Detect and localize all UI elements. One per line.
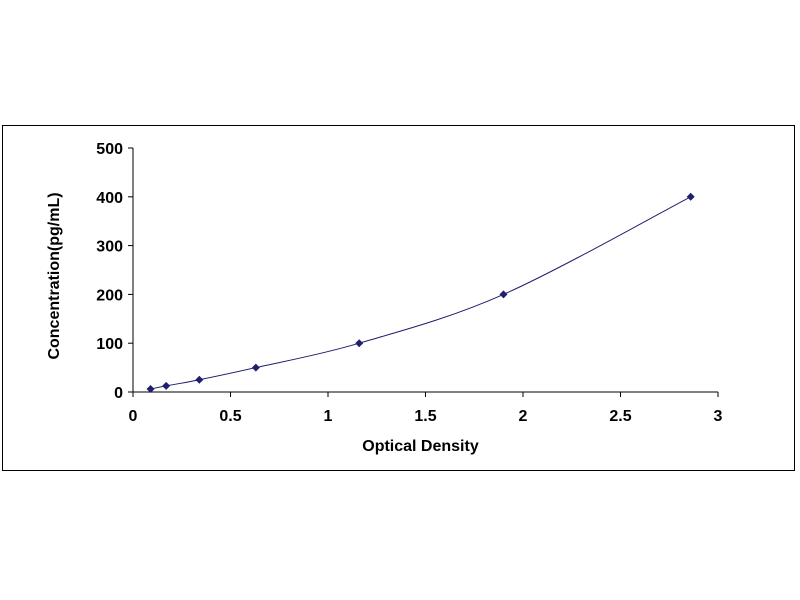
data-point-marker [195,375,204,384]
data-point-marker [355,339,364,348]
y-axis-title: Concentration(pg/mL) [46,192,63,359]
x-tick-label: 0.5 [219,408,241,425]
standard-curve-chart: 0 100 200 300 400 500 0 0.5 1 1.5 2 2.5 3 Optical De… [46,141,723,455]
tick-marks [128,147,719,397]
data-markers [146,192,695,393]
axes [132,148,718,393]
x-tick-label: 2.5 [609,408,631,425]
x-tick-label: 1 [324,408,333,425]
data-point-marker [162,381,171,390]
x-axis-title: Optical Density [362,438,479,455]
x-tick-label: 1.5 [414,408,436,425]
y-tick-label: 500 [96,141,123,158]
y-tick-label: 0 [114,385,123,402]
y-tick-label: 300 [96,239,123,256]
y-tick-label: 100 [96,336,123,353]
fitted-curve [150,196,691,390]
chart-frame: 0 100 200 300 400 500 0 0.5 1 1.5 2 2.5 3 Optical De… [2,125,795,471]
y-tick-label: 400 [96,190,123,207]
x-tick-label: 0 [129,408,138,425]
x-tick-label: 3 [714,408,723,425]
tick-labels: 0 100 200 300 400 500 0 0.5 1 1.5 2 2.5 3 [96,141,722,425]
data-point-marker [686,192,695,201]
y-tick-label: 200 [96,287,123,304]
data-point-marker [251,363,260,372]
x-tick-label: 2 [519,408,528,425]
data-point-marker [499,290,508,299]
data-point-marker [146,384,155,393]
